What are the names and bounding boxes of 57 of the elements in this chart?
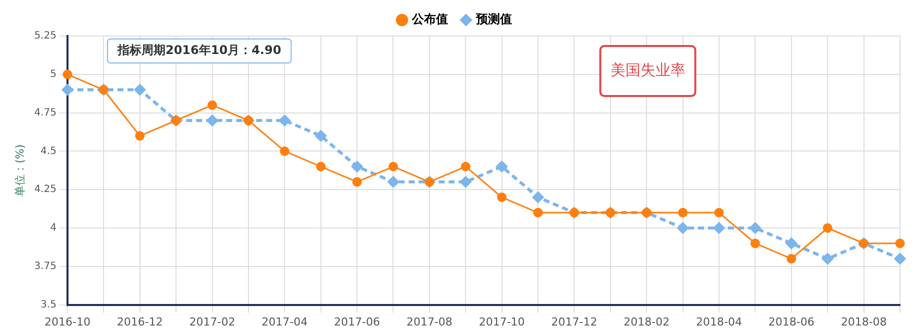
x-tick-label: 2017-02 bbox=[189, 315, 236, 328]
y-tick-label: 4.5 bbox=[40, 146, 56, 157]
y-tick-label: 3.5 bbox=[40, 299, 56, 310]
point bbox=[388, 162, 398, 172]
point bbox=[279, 114, 290, 126]
point bbox=[496, 161, 508, 172]
point bbox=[134, 84, 146, 96]
x-tick-label: 2017-10 bbox=[478, 315, 525, 328]
point bbox=[460, 162, 470, 172]
point bbox=[315, 130, 326, 142]
point bbox=[532, 192, 544, 203]
point bbox=[894, 253, 906, 264]
x-tick-label: 2016-10 bbox=[44, 315, 90, 328]
x-tick-label: 2017-04 bbox=[262, 315, 308, 328]
y-tick-label: 4.75 bbox=[34, 107, 56, 118]
legend-label: 公布值 bbox=[411, 12, 448, 26]
point bbox=[750, 238, 760, 248]
point bbox=[62, 70, 72, 80]
point bbox=[786, 254, 796, 264]
point bbox=[206, 114, 218, 126]
legend-label: 预测值 bbox=[475, 12, 512, 26]
point bbox=[460, 176, 472, 188]
y-tick-label: 5.25 bbox=[34, 30, 56, 42]
point bbox=[714, 222, 725, 234]
point bbox=[895, 238, 905, 248]
x-tick-label: 2018-06 bbox=[768, 315, 814, 328]
point bbox=[280, 146, 290, 156]
point bbox=[135, 131, 145, 141]
x-tick-label: 2018-04 bbox=[696, 315, 742, 328]
y-tick-label: 3.75 bbox=[34, 260, 56, 272]
point bbox=[786, 238, 797, 249]
point bbox=[316, 162, 326, 172]
x-tick-label: 2016-12 bbox=[116, 315, 163, 328]
point bbox=[208, 100, 218, 110]
x-tick-label: 2018-02 bbox=[624, 315, 670, 328]
point bbox=[750, 222, 761, 234]
point bbox=[533, 208, 543, 218]
point bbox=[714, 208, 724, 218]
point bbox=[678, 208, 688, 218]
text: 美国失业率 bbox=[610, 60, 686, 79]
point bbox=[62, 84, 73, 96]
y-tick-label: 5 bbox=[50, 68, 56, 80]
point bbox=[677, 222, 688, 234]
point bbox=[822, 253, 834, 264]
point bbox=[352, 161, 363, 172]
point bbox=[352, 177, 362, 187]
x-tick-label: 2017-08 bbox=[406, 315, 452, 328]
y-tick-label: 4 bbox=[50, 222, 56, 234]
annotation: 指标周期2016年10月：4.90 bbox=[116, 43, 282, 58]
y-axis-title: 单位：(%) bbox=[13, 144, 26, 196]
point bbox=[388, 176, 399, 188]
x-tick-label: 2017-12 bbox=[551, 315, 598, 328]
x-tick-label: 2018-08 bbox=[840, 315, 887, 328]
point bbox=[822, 223, 832, 233]
point bbox=[497, 192, 507, 202]
y-tick-label: 4.25 bbox=[34, 184, 56, 196]
x-tick-label: 2017-06 bbox=[334, 315, 380, 328]
